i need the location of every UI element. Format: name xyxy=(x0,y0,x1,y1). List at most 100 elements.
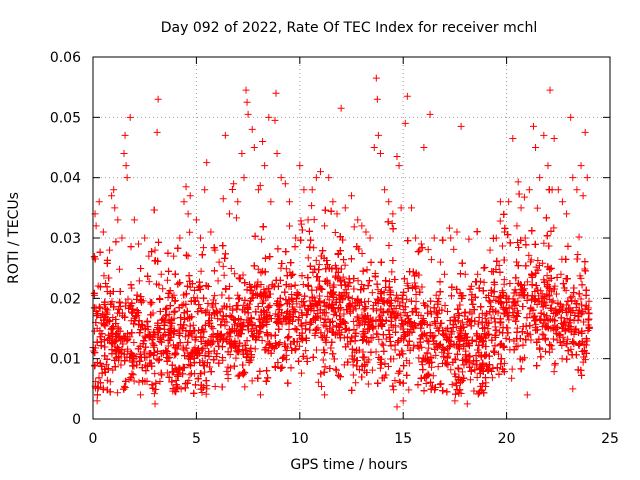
data-point xyxy=(163,369,171,377)
data-point xyxy=(321,391,329,399)
data-point xyxy=(498,242,506,250)
data-point xyxy=(392,291,400,299)
data-point xyxy=(200,244,208,252)
data-point xyxy=(114,216,122,224)
data-point xyxy=(331,228,339,236)
data-point xyxy=(202,390,210,398)
data-point xyxy=(308,202,316,210)
data-point xyxy=(535,292,543,300)
data-point xyxy=(123,174,131,182)
data-point xyxy=(348,295,356,303)
data-point xyxy=(412,234,420,242)
data-point xyxy=(201,368,209,376)
data-point xyxy=(184,210,192,218)
data-point xyxy=(100,272,108,280)
data-point xyxy=(231,270,239,278)
data-point xyxy=(141,234,149,242)
data-point xyxy=(423,349,431,357)
data-point xyxy=(324,292,332,300)
data-point xyxy=(529,122,537,130)
data-point xyxy=(93,397,101,405)
data-point xyxy=(458,368,466,376)
data-point xyxy=(473,373,481,381)
data-point xyxy=(214,315,222,323)
data-point xyxy=(297,217,305,225)
data-point xyxy=(393,153,401,161)
data-point xyxy=(569,174,577,182)
data-point xyxy=(296,303,304,311)
data-point xyxy=(325,174,333,182)
data-point xyxy=(520,193,528,201)
data-point xyxy=(277,174,285,182)
data-point xyxy=(372,74,380,82)
data-point xyxy=(219,353,227,361)
data-point xyxy=(234,291,242,299)
data-point xyxy=(350,318,358,326)
data-point xyxy=(295,290,303,298)
data-point xyxy=(436,258,444,266)
data-point xyxy=(257,281,265,289)
data-point xyxy=(308,186,316,194)
data-point xyxy=(585,297,593,305)
data-point xyxy=(124,295,132,303)
data-point xyxy=(298,369,306,377)
data-point xyxy=(577,295,585,303)
data-point xyxy=(362,228,370,236)
data-point xyxy=(358,222,366,230)
data-point xyxy=(111,204,119,212)
data-point xyxy=(286,222,294,230)
data-point xyxy=(534,257,542,265)
data-point xyxy=(388,268,396,276)
data-point xyxy=(225,210,233,218)
data-point xyxy=(212,300,220,308)
data-point xyxy=(434,363,442,371)
data-point xyxy=(186,371,194,379)
data-point xyxy=(310,216,318,224)
data-point xyxy=(267,198,275,206)
data-point xyxy=(273,150,281,158)
data-point xyxy=(323,260,331,268)
data-point xyxy=(185,376,193,384)
data-point xyxy=(143,318,151,326)
data-point xyxy=(244,110,252,118)
data-point xyxy=(226,282,234,290)
data-point xyxy=(521,234,529,242)
data-point xyxy=(102,360,110,368)
data-point xyxy=(102,280,110,288)
data-point xyxy=(496,217,504,225)
data-point xyxy=(353,313,361,321)
data-point xyxy=(395,378,403,386)
data-point xyxy=(304,216,312,224)
data-point xyxy=(319,356,327,364)
data-point xyxy=(350,223,358,231)
data-point xyxy=(282,265,290,273)
data-point xyxy=(240,301,248,309)
data-point xyxy=(486,246,494,254)
data-point xyxy=(300,186,308,194)
data-point xyxy=(463,400,471,408)
data-point xyxy=(374,131,382,139)
data-point xyxy=(508,374,516,382)
data-point xyxy=(149,341,157,349)
data-point xyxy=(147,300,155,308)
data-point xyxy=(247,327,255,335)
data-point xyxy=(156,378,164,386)
data-point xyxy=(340,310,348,318)
data-point xyxy=(151,400,159,408)
data-point xyxy=(354,277,362,285)
data-point xyxy=(352,379,360,387)
data-point xyxy=(354,216,362,224)
data-point xyxy=(209,325,217,333)
data-point xyxy=(549,335,557,343)
data-point xyxy=(509,134,517,142)
data-point xyxy=(549,297,557,305)
data-point xyxy=(364,380,372,388)
data-point xyxy=(242,86,250,94)
data-point xyxy=(250,144,258,151)
data-point xyxy=(312,346,320,354)
data-point xyxy=(548,298,556,306)
data-point xyxy=(514,297,522,305)
data-point xyxy=(451,397,459,405)
data-point xyxy=(381,186,389,194)
